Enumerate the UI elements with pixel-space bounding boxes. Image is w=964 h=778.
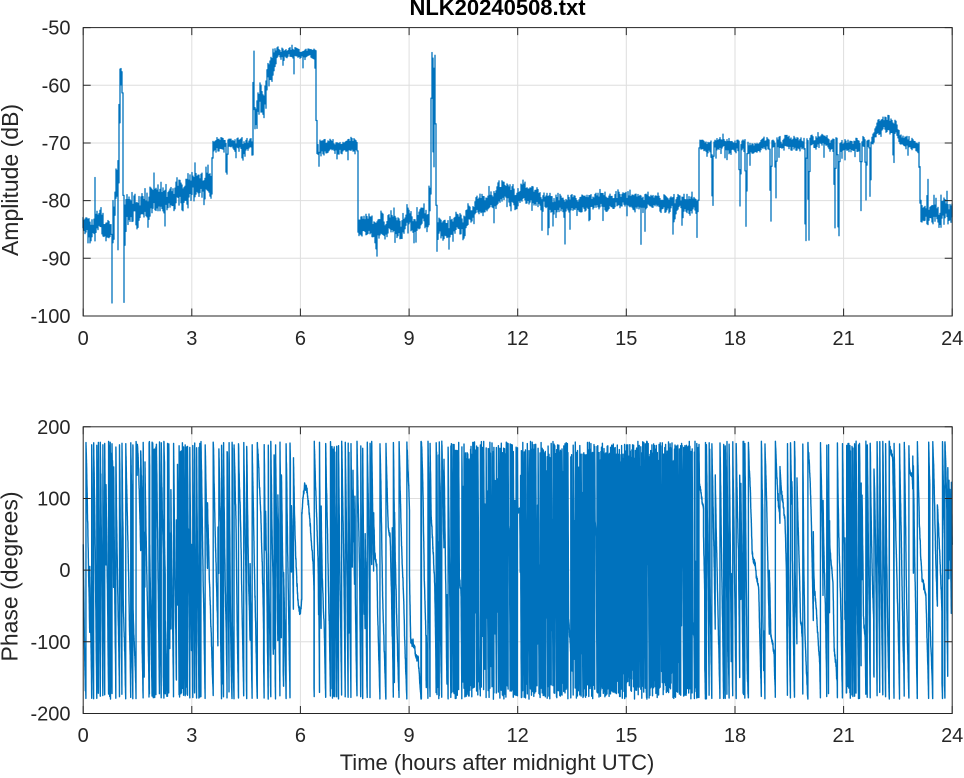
svg-text:21: 21	[832, 328, 854, 350]
svg-text:3: 3	[186, 328, 197, 350]
svg-text:-70: -70	[42, 133, 71, 155]
svg-text:NLK20240508.txt: NLK20240508.txt	[409, 0, 586, 20]
svg-text:-60: -60	[42, 75, 71, 97]
svg-text:Amplitude (dB): Amplitude (dB)	[0, 104, 23, 256]
svg-text:15: 15	[615, 725, 637, 747]
svg-text:6: 6	[295, 725, 306, 747]
svg-text:3: 3	[186, 725, 197, 747]
svg-text:18: 18	[724, 328, 746, 350]
svg-text:0: 0	[78, 328, 89, 350]
svg-text:9: 9	[404, 328, 415, 350]
svg-text:100: 100	[37, 489, 70, 511]
svg-text:24: 24	[941, 725, 963, 747]
svg-text:Time (hours after midnight UTC: Time (hours after midnight UTC)	[340, 750, 655, 775]
svg-text:24: 24	[941, 328, 963, 350]
svg-text:-100: -100	[30, 306, 70, 328]
svg-text:15: 15	[615, 328, 637, 350]
svg-text:Phase (degrees): Phase (degrees)	[0, 491, 23, 661]
svg-text:12: 12	[507, 725, 529, 747]
svg-text:6: 6	[295, 328, 306, 350]
svg-text:200: 200	[37, 417, 70, 439]
svg-text:9: 9	[404, 725, 415, 747]
svg-text:12: 12	[507, 328, 529, 350]
svg-text:-50: -50	[42, 18, 71, 40]
svg-text:18: 18	[724, 725, 746, 747]
svg-text:-90: -90	[42, 248, 71, 270]
svg-text:0: 0	[59, 560, 70, 582]
svg-text:0: 0	[78, 725, 89, 747]
svg-text:-200: -200	[30, 704, 70, 726]
svg-text:-80: -80	[42, 191, 71, 213]
svg-text:-100: -100	[30, 632, 70, 654]
svg-text:21: 21	[832, 725, 854, 747]
